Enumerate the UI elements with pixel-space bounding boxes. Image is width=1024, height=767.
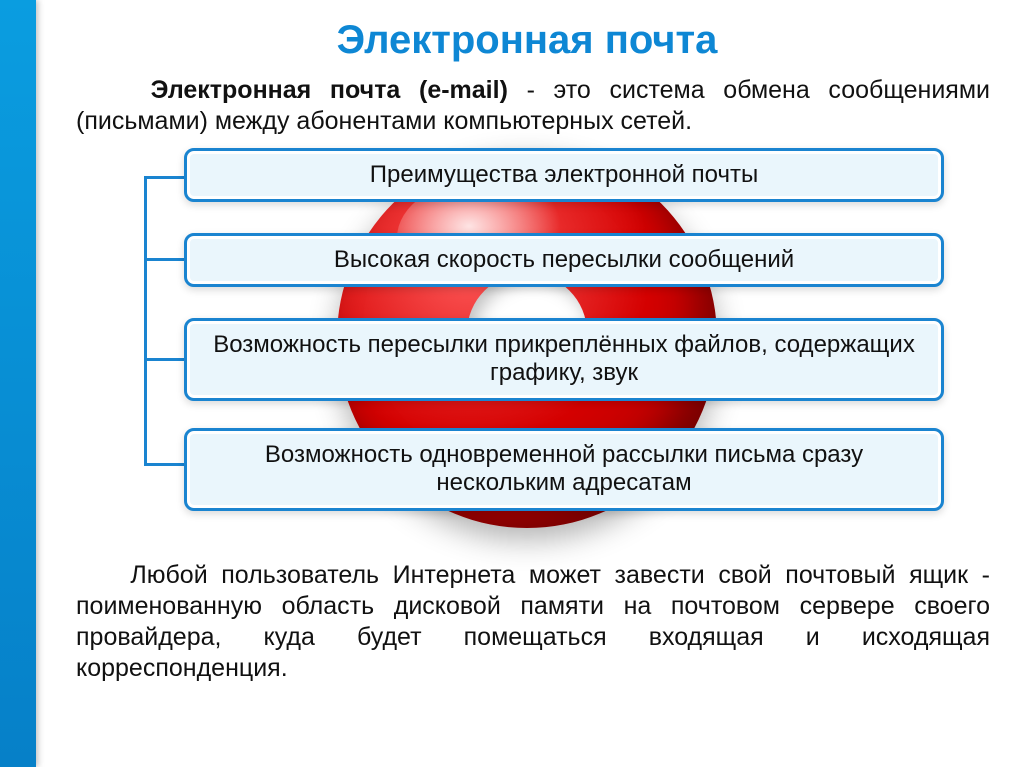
slide-content: Электронная почта Электронная почта (e-m…	[36, 0, 1024, 767]
connector-item-2	[144, 358, 184, 361]
connector-header	[144, 176, 184, 179]
diagram-header-box: Преимущества электронной почты	[184, 148, 944, 203]
connector-vertical	[144, 176, 147, 463]
left-accent-sidebar	[0, 0, 36, 767]
connector-item-3	[144, 463, 184, 466]
diagram-item-box-3: Возможность одновременной рассылки письм…	[184, 428, 944, 512]
advantages-diagram: Преимущества электронной почты Высокая с…	[64, 148, 990, 548]
diagram-item-box-2: Возможность пересылки прикреплённых файл…	[184, 318, 944, 402]
intro-term: Электронная почта (e-mail)	[151, 76, 508, 104]
footer-text-content: Любой пользователь Интернета может завес…	[76, 561, 990, 683]
connector-item-1	[144, 258, 184, 261]
page-title: Электронная почта	[64, 18, 990, 63]
diagram-item-box-1: Высокая скорость пересылки сообщений	[184, 233, 944, 288]
footer-paragraph: Любой пользователь Интернета может завес…	[64, 560, 990, 685]
